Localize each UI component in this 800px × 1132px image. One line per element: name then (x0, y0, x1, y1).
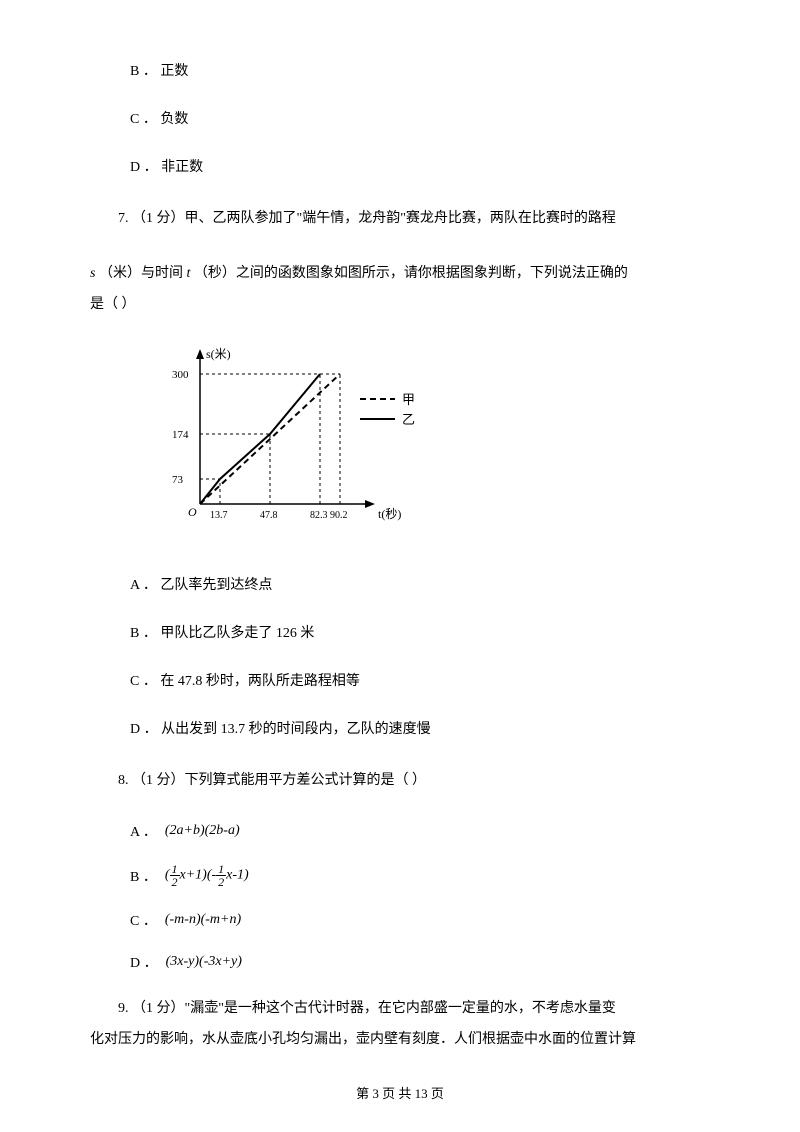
question-8: 8. （1 分）下列算式能用平方差公式计算的是（ ） (90, 766, 710, 797)
q8-b-math: (12x+1)(-12x-1) (165, 863, 249, 888)
q7-option-a: A ． 乙队率先到达终点 (130, 574, 710, 594)
q8-d-label: D ． (130, 952, 158, 972)
q7-option-c: C ． 在 47.8 秒时，两队所走路程相等 (130, 670, 710, 690)
option-b-prev: B ． 正数 (130, 60, 710, 80)
q8-option-b: B ． (12x+1)(-12x-1) (130, 863, 710, 888)
q8-c-math: (-m-n)(-m+n) (165, 912, 241, 928)
question-7: 7. （1 分）甲、乙两队参加了"端午情，龙舟韵"赛龙舟比赛，两队在比赛时的路程 (90, 204, 710, 235)
svg-text:O: O (188, 505, 197, 519)
svg-text:73: 73 (172, 474, 184, 486)
q8-a-label: A ． (130, 821, 157, 841)
q8-b-label: B ． (130, 866, 157, 886)
q7-prefix: 7. （1 分）甲、乙两队参加了"端午情，龙舟韵"赛龙舟比赛，两队在比赛时的路程 (118, 211, 616, 226)
q7-option-b: B ． 甲队比乙队多走了 126 米 (130, 622, 710, 642)
q7-chart: s(米) t(秒) O 300 174 73 13.7 47.8 82.390.2 甲乙 (150, 344, 710, 544)
question-7-line3: 是（ ） (90, 290, 710, 321)
svg-text:s(米): s(米) (206, 347, 231, 361)
svg-text:13.7: 13.7 (210, 510, 228, 521)
question-7-line2: s （米）与时间 t （秒）之间的函数图象如图所示，请你根据图象判断，下列说法正… (90, 259, 710, 290)
option-c-prev: C ． 负数 (130, 108, 710, 128)
q9-prefix: 9. （1 分）"漏壶"是一种这个古代计时器，在它内部盛一定量的水，不考虑水量变 (118, 1001, 616, 1016)
q7-l2-pre: （米）与时间 (95, 266, 186, 281)
svg-text:174: 174 (172, 429, 189, 441)
svg-text:47.8: 47.8 (260, 510, 278, 521)
question-9-line2: 化对压力的影响，水从壶底小孔均匀漏出，壶内壁有刻度．人们根据壶中水面的位置计算 (90, 1025, 710, 1056)
q8-d-math: (3x-y)(-3x+y) (166, 954, 242, 970)
svg-text:90.2: 90.2 (330, 510, 348, 521)
svg-text:乙: 乙 (402, 412, 415, 427)
q8-c-label: C ． (130, 910, 157, 930)
question-9: 9. （1 分）"漏壶"是一种这个古代计时器，在它内部盛一定量的水，不考虑水量变 (90, 994, 710, 1025)
page-footer: 第 3 页 共 13 页 (0, 1083, 800, 1102)
option-d-prev: D ． 非正数 (130, 156, 710, 176)
svg-text:甲: 甲 (402, 392, 415, 407)
q7-l2-post: （秒）之间的函数图象如图所示，请你根据图象判断，下列说法正确的 (190, 266, 628, 281)
svg-text:82.3: 82.3 (310, 510, 328, 521)
svg-text:300: 300 (172, 369, 189, 381)
q8-option-a: A ． (2a+b)(2b-a) (130, 821, 710, 841)
q8-option-d: D ． (3x-y)(-3x+y) (130, 952, 710, 972)
q8-a-math: (2a+b)(2b-a) (165, 823, 240, 839)
svg-text:t(秒): t(秒) (378, 507, 401, 521)
q7-option-d: D ． 从出发到 13.7 秒的时间段内，乙队的速度慢 (130, 718, 710, 738)
q8-option-c: C ． (-m-n)(-m+n) (130, 910, 710, 930)
